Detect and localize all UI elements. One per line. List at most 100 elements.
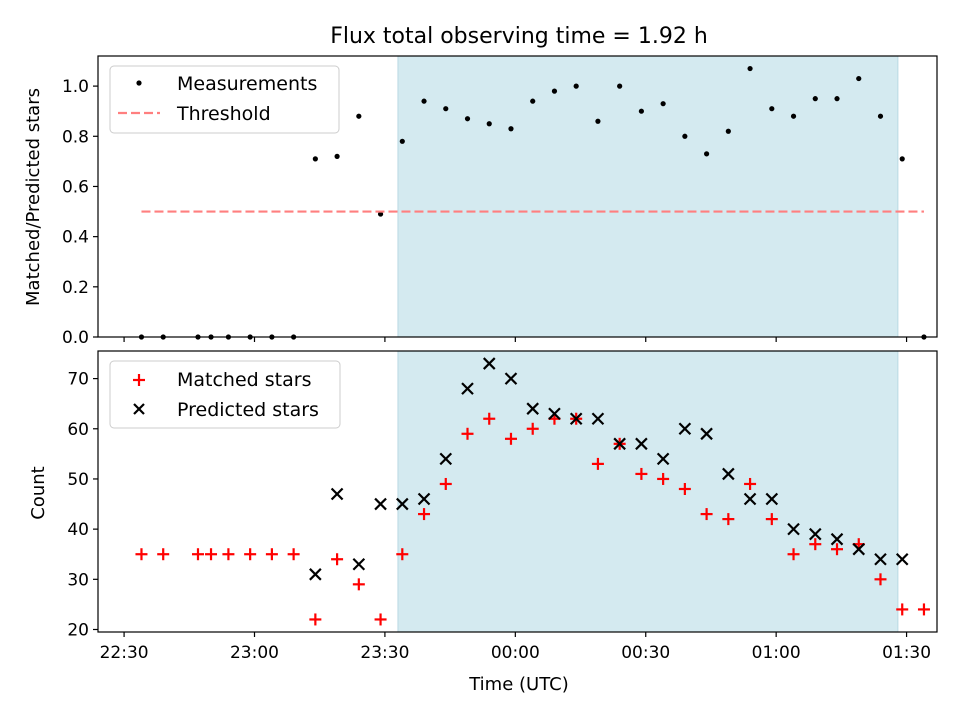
predicted-stars-point bbox=[635, 437, 648, 451]
predicted-stars-point bbox=[678, 422, 692, 436]
matched-stars-point bbox=[287, 548, 300, 561]
measurement-point bbox=[464, 116, 471, 122]
legend-predicted-marker bbox=[133, 403, 145, 415]
predicted-stars-point bbox=[482, 357, 496, 370]
predicted-stars-point bbox=[374, 497, 387, 511]
measurement-point bbox=[486, 121, 492, 127]
predicted-stars-point bbox=[417, 492, 431, 506]
bottom-plot-frame bbox=[97, 350, 938, 633]
measurement-point bbox=[812, 96, 818, 102]
y-tick-label: 50 bbox=[67, 470, 89, 490]
matched-stars-point bbox=[331, 553, 344, 566]
matched-stars-point bbox=[896, 603, 909, 616]
predicted-stars-point bbox=[548, 407, 561, 421]
measurement-point bbox=[443, 106, 449, 112]
y-tick-label: 0.6 bbox=[62, 177, 89, 197]
measurement-point bbox=[899, 156, 905, 162]
bottom-legend: Matched stars Predicted stars bbox=[109, 360, 341, 429]
bottom-series bbox=[135, 357, 930, 626]
legend-matched-marker bbox=[133, 374, 145, 386]
matched-stars-point bbox=[591, 457, 604, 470]
y-tick-label: 0.2 bbox=[62, 278, 89, 298]
predicted-stars-point bbox=[591, 412, 605, 426]
legend-predicted-label: Predicted stars bbox=[177, 399, 319, 421]
x-tick-label: 23:30 bbox=[360, 643, 409, 663]
predicted-stars-point bbox=[569, 412, 583, 426]
predicted-stars-point bbox=[722, 467, 735, 481]
y-tick-label: 1.0 bbox=[62, 77, 89, 97]
predicted-stars-point bbox=[656, 452, 670, 466]
x-tick-label: 01:00 bbox=[752, 643, 801, 663]
matched-stars-point bbox=[831, 543, 844, 556]
legend-measurements-marker bbox=[136, 80, 142, 86]
measurement-point bbox=[399, 138, 405, 144]
x-tick-label: 01:30 bbox=[882, 643, 931, 663]
predicted-stars-point bbox=[461, 382, 474, 395]
predicted-stars-point bbox=[765, 492, 779, 506]
matched-stars-point bbox=[135, 548, 148, 561]
matched-stars-point bbox=[439, 477, 452, 490]
predicted-stars-point bbox=[895, 552, 909, 566]
legend-measurements-label: Measurements bbox=[177, 73, 317, 95]
predicted-stars-point bbox=[700, 427, 713, 441]
measurement-point bbox=[334, 153, 340, 159]
measurement-point bbox=[573, 83, 579, 89]
matched-stars-point bbox=[657, 472, 670, 485]
bottom-x-axis: 22:30 23:00 23:30 00:00 00:30 01:00 01:30 bbox=[100, 632, 931, 663]
predicted-stars-point bbox=[787, 522, 800, 536]
matched-stars-point bbox=[309, 613, 322, 626]
matched-stars-point bbox=[678, 482, 691, 495]
top-plot-frame bbox=[97, 55, 938, 338]
matched-stars-point bbox=[352, 578, 365, 591]
matched-stars-point bbox=[461, 427, 474, 440]
predicted-stars-point bbox=[439, 452, 453, 466]
predicted-stars-point bbox=[352, 557, 366, 571]
predicted-stars-point bbox=[504, 372, 518, 385]
measurement-point bbox=[551, 88, 558, 94]
y-tick-label: 20 bbox=[67, 620, 89, 640]
matched-stars-point bbox=[374, 613, 387, 626]
measurement-point bbox=[660, 101, 666, 107]
measurement-point bbox=[638, 108, 644, 114]
measurement-point bbox=[421, 98, 427, 104]
predicted-stars-point bbox=[874, 552, 887, 566]
x-tick-label: 00:00 bbox=[491, 643, 540, 663]
matched-stars-point bbox=[809, 538, 822, 551]
predicted-stars-point bbox=[809, 527, 822, 541]
y-tick-label: 30 bbox=[67, 570, 89, 590]
matched-stars-point bbox=[722, 513, 735, 526]
y-tick-label: 0.0 bbox=[62, 328, 89, 348]
measurement-point bbox=[856, 75, 862, 82]
predicted-stars-point bbox=[613, 437, 626, 451]
bottom-y-axis-label: Count bbox=[28, 466, 49, 519]
top-legend: Measurements Threshold bbox=[109, 65, 340, 134]
chart-title: Flux total observing time = 1.92 h bbox=[330, 24, 708, 49]
measurement-point bbox=[769, 106, 775, 112]
matched-stars-point bbox=[205, 548, 218, 561]
measurement-point bbox=[377, 211, 384, 217]
predicted-stars-point bbox=[396, 497, 409, 511]
y-tick-label: 0.4 bbox=[62, 228, 89, 248]
matched-stars-point bbox=[635, 467, 648, 480]
y-tick-label: 70 bbox=[67, 370, 89, 390]
x-tick-label: 23:00 bbox=[230, 643, 279, 663]
measurement-point bbox=[877, 113, 884, 119]
matched-stars-point bbox=[526, 422, 539, 435]
predicted-stars-point bbox=[830, 532, 844, 546]
measurement-point bbox=[312, 156, 318, 162]
measurement-point bbox=[790, 113, 797, 119]
top-panel: 0.0 0.2 0.4 0.6 0.8 1.0 Matched/Predicted sta… bbox=[23, 55, 938, 348]
bottom-y-axis: 20 30 40 50 60 70 bbox=[67, 370, 98, 640]
matched-stars-point bbox=[157, 548, 170, 561]
x-tick-label: 00:30 bbox=[621, 643, 670, 663]
x-tick-label: 22:30 bbox=[100, 643, 149, 663]
matched-stars-point bbox=[483, 412, 496, 425]
matched-stars-point bbox=[744, 477, 757, 490]
y-tick-label: 0.8 bbox=[62, 127, 89, 147]
y-tick-label: 60 bbox=[67, 420, 89, 440]
predicted-stars-point bbox=[309, 568, 322, 581]
predicted-stars-point bbox=[852, 542, 866, 556]
legend-matched-label: Matched stars bbox=[177, 369, 311, 391]
matched-stars-point bbox=[787, 548, 800, 561]
measurement-point bbox=[595, 118, 601, 124]
